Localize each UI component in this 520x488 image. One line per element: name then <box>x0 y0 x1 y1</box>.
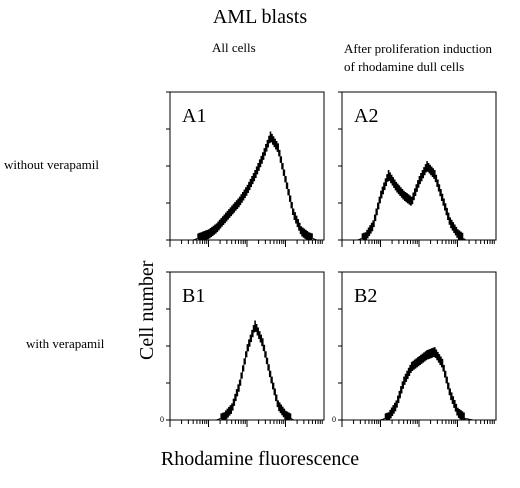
y-zero-tick-label: 0 <box>160 415 164 424</box>
x-axis-label: Rhodamine fluorescence <box>160 448 360 470</box>
row-label-with-verapamil: with verapamil <box>26 336 105 351</box>
panel-label: B2 <box>354 285 377 307</box>
column-label-after-induction: After proliferation induction of rhodami… <box>344 40 492 76</box>
y-zero-tick-label: 0 <box>332 415 336 424</box>
panel-label: A2 <box>354 105 378 127</box>
histogram-trace <box>342 161 496 241</box>
panel-b1: 0 B1 <box>160 271 325 427</box>
column-label-all-cells: All cells <box>212 40 256 55</box>
column-label-line-2: of rhodamine dull cells <box>344 59 465 74</box>
row-label-without-verapamil: without verapamil <box>4 157 99 172</box>
panel-label: A1 <box>182 105 206 127</box>
figure-title: AML blasts <box>212 6 308 28</box>
panel-a1: A1 <box>166 91 325 247</box>
panel-a2: A2 <box>338 91 497 247</box>
histogram-trace <box>170 131 324 241</box>
y-axis-label: Cell number <box>136 260 158 360</box>
column-label-line-1: After proliferation induction <box>344 41 493 56</box>
histogram-trace <box>170 320 324 421</box>
panel-label: B1 <box>182 285 205 307</box>
panel-b2: 0 B2 <box>332 271 497 427</box>
histogram-trace <box>342 347 496 421</box>
